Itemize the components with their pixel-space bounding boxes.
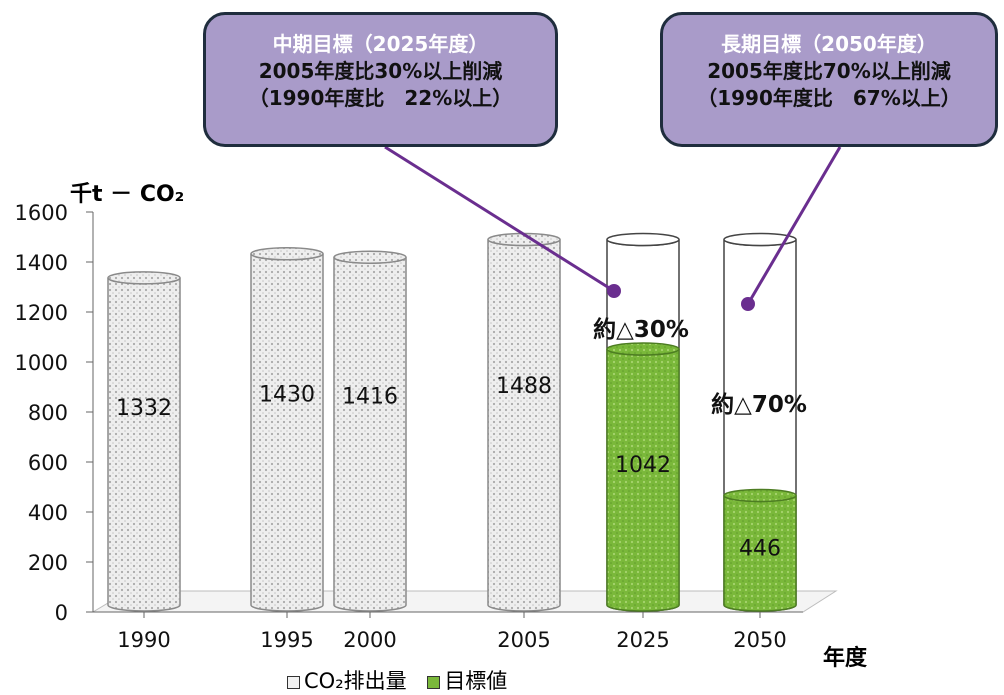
callout-long-term: 長期目標（2050年度） 2005年度比70%以上削減 （1990年度比 67%…	[660, 12, 998, 147]
x-tick-label: 1995	[260, 628, 313, 652]
y-tick-label: 600	[28, 451, 68, 475]
connector-line-2050	[746, 146, 842, 305]
bar-target-2050-top	[723, 488, 797, 503]
legend-swatch-emissions	[287, 675, 300, 689]
bar-emissions-1995-top	[250, 247, 324, 261]
x-tick-label: 1990	[117, 628, 170, 652]
annotation-2050: 約△70%	[711, 391, 807, 418]
bar-emissions-2000	[333, 256, 407, 612]
callout-long-line1: 2005年度比70%以上削減	[707, 59, 951, 83]
callout-mid-line2: （1990年度比 22%以上）	[248, 86, 513, 110]
data-label-2000: 1416	[342, 384, 398, 409]
y-tick-label: 1400	[15, 251, 68, 275]
y-tick-label: 800	[28, 401, 68, 425]
y-tick-label: 1600	[15, 201, 68, 225]
data-label-1995: 1430	[259, 382, 315, 407]
bar-emissions-2000-top	[333, 250, 407, 264]
data-label-1990: 1332	[116, 396, 172, 421]
connector-dot-2050	[741, 297, 755, 311]
bar-emissions-1990-top	[107, 271, 181, 285]
y-tick-label: 1000	[15, 351, 68, 375]
data-label-2050: 446	[739, 537, 781, 562]
bar-target-2025-top	[606, 342, 680, 356]
annotation-2025: 約△30%	[593, 316, 689, 343]
legend-label-target: 目標値	[444, 669, 508, 693]
y-tick-label: 400	[28, 501, 68, 525]
bar-emissions-1995	[250, 253, 324, 612]
x-tick-label: 2005	[497, 628, 550, 652]
callout-long-title: 長期目標（2050年度）	[721, 32, 937, 56]
y-axis-label: 千t － CO₂	[70, 182, 185, 207]
x-tick-label: 2025	[616, 628, 669, 652]
legend-item-target: 目標値	[427, 669, 507, 693]
y-tick-label: 200	[28, 551, 68, 575]
data-label-2025: 1042	[615, 453, 671, 478]
connector-dot-2025	[607, 284, 621, 298]
legend-label-emissions: CO₂排出量	[304, 669, 407, 693]
data-label-2005: 1488	[496, 374, 552, 399]
x-tick-label: 2000	[343, 628, 396, 652]
callout-mid-term: 中期目標（2025年度） 2005年度比30%以上削減 （1990年度比 22%…	[203, 12, 558, 147]
callout-long-line2: （1990年度比 67%以上）	[697, 86, 961, 110]
callout-mid-title: 中期目標（2025年度）	[272, 32, 489, 56]
bar-emissions-2005	[487, 239, 561, 612]
bar-outline-top-2025	[606, 232, 680, 247]
callout-mid-line1: 2005年度比30%以上削減	[258, 59, 503, 83]
legend-item-emissions: CO₂排出量	[287, 669, 407, 693]
bar-emissions-1990	[107, 277, 181, 612]
y-tick-label: 0	[55, 601, 68, 625]
x-tick-label: 2050	[733, 628, 786, 652]
legend-swatch-target	[427, 675, 441, 689]
legend: CO₂排出量 目標値	[287, 665, 521, 695]
bar-outline-top-2050	[723, 232, 797, 247]
y-tick-label: 1200	[15, 301, 68, 325]
connector-line-2025	[384, 145, 615, 293]
bar-target-2025	[606, 348, 680, 612]
x-axis-label: 年度	[823, 646, 868, 671]
